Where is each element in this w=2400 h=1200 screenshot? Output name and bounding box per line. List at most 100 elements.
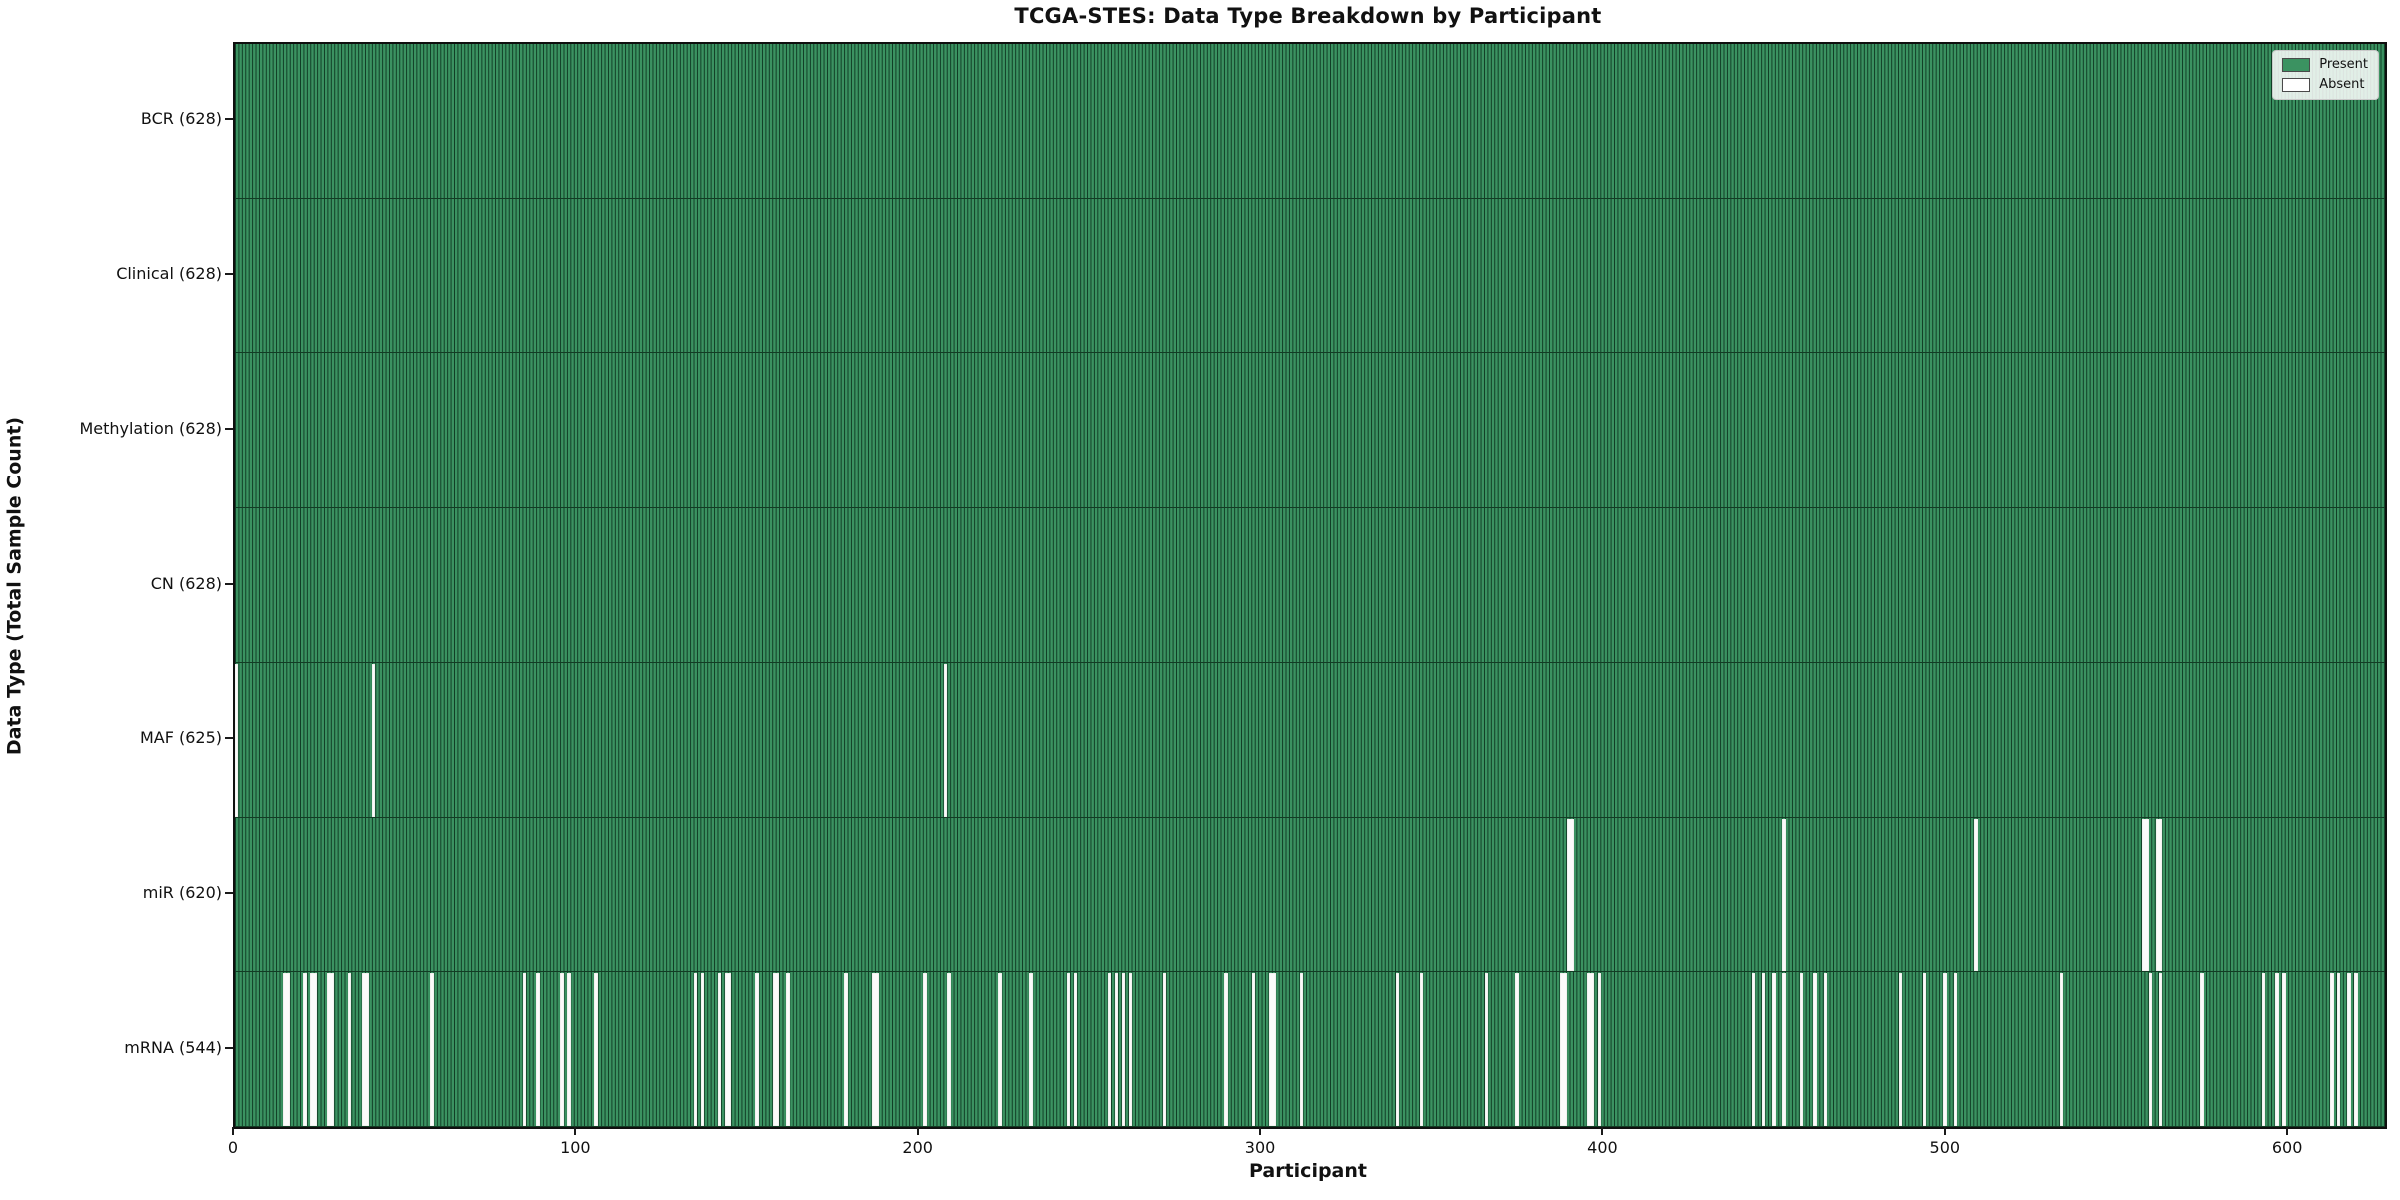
x-tick-mark — [232, 1127, 234, 1135]
absent-gap — [1121, 973, 1126, 1126]
absent-gap — [2354, 973, 2358, 1126]
legend-swatch-absent — [2282, 78, 2311, 92]
absent-gap — [724, 973, 732, 1126]
absent-gap — [1813, 973, 1817, 1126]
absent-gap — [310, 973, 318, 1126]
absent-gap — [1782, 818, 1786, 972]
x-tick-mark — [916, 1127, 919, 1135]
y-tick-label: CN (628) — [150, 573, 222, 593]
absent-gap — [536, 973, 540, 1126]
absent-gap — [1761, 973, 1766, 1126]
absent-gap — [1419, 973, 1423, 1126]
absent-gap — [2141, 818, 2149, 972]
absent-gap — [567, 973, 571, 1126]
y-tick-mark — [225, 737, 233, 740]
absent-gap — [430, 973, 434, 1126]
absent-gap — [1484, 973, 1489, 1126]
y-tick-mark — [225, 273, 233, 276]
plot-area: Present Absent — [233, 42, 2387, 1129]
absent-gap — [1515, 973, 1519, 1126]
y-tick-label: Clinical (628) — [116, 264, 222, 284]
legend-item: Absent — [2282, 78, 2368, 92]
x-tick-label: 400 — [1587, 1138, 1618, 1157]
absent-gap — [1772, 973, 1776, 1126]
absent-gap — [1559, 973, 1567, 1126]
legend-swatch-present — [2282, 58, 2311, 72]
x-tick-mark — [574, 1127, 577, 1135]
absent-gap — [2200, 973, 2204, 1126]
absent-gap — [2275, 973, 2279, 1126]
x-tick-label: 0 — [227, 1138, 239, 1157]
absent-gap — [1073, 973, 1078, 1126]
x-tick-mark — [1943, 1127, 1946, 1135]
y-tick-mark — [225, 1046, 233, 1049]
absent-gap — [786, 973, 790, 1126]
absent-gap — [1128, 973, 1132, 1126]
absent-gap — [1799, 973, 1803, 1126]
absent-gap — [1898, 973, 1903, 1126]
y-tick-label: MAF (625) — [139, 728, 222, 748]
chart-title: TCGA-STES: Data Type Breakdown by Partic… — [1014, 4, 1602, 28]
absent-gap — [1114, 973, 1119, 1126]
absent-gap — [1162, 973, 1167, 1126]
absent-gap — [2337, 973, 2341, 1126]
x-tick-mark — [2286, 1127, 2289, 1135]
absent-gap — [560, 973, 564, 1126]
absent-gap — [522, 973, 526, 1126]
absent-gap — [1066, 973, 1071, 1126]
legend-label: Absent — [2319, 77, 2365, 92]
absent-gap — [371, 663, 376, 817]
absent-gap — [2155, 818, 2163, 972]
absent-gap — [700, 973, 705, 1126]
presence-row-bcr — [235, 44, 2385, 199]
absent-gap — [1108, 973, 1112, 1126]
absent-gap — [282, 973, 290, 1126]
x-tick-mark — [1601, 1127, 1604, 1135]
absent-gap — [844, 973, 848, 1126]
presence-row-maf — [235, 662, 2385, 818]
absent-gap — [594, 973, 598, 1126]
absent-gap — [1782, 973, 1786, 1126]
y-tick-mark — [225, 891, 233, 894]
absent-gap — [2261, 973, 2266, 1126]
absent-gap — [1395, 973, 1399, 1126]
absent-gap — [1299, 973, 1304, 1126]
absent-gap — [361, 973, 369, 1126]
absent-gap — [235, 663, 239, 817]
absent-gap — [717, 973, 722, 1126]
presence-row-methylation — [235, 353, 2385, 509]
legend-item: Present — [2282, 58, 2368, 72]
absent-gap — [1251, 973, 1256, 1126]
presence-row-clinical — [235, 198, 2385, 354]
x-tick-label: 200 — [902, 1138, 933, 1157]
absent-gap — [1587, 973, 1595, 1126]
x-tick-label: 300 — [1244, 1138, 1276, 1157]
presence-row-mir — [235, 817, 2385, 973]
x-axis-label: Participant — [1248, 1160, 1367, 1182]
x-tick-label: 500 — [1929, 1138, 1961, 1157]
absent-gap — [1224, 973, 1228, 1126]
absent-gap — [923, 973, 927, 1126]
y-tick-mark — [225, 427, 233, 430]
absent-gap — [303, 973, 307, 1126]
absent-gap — [871, 973, 879, 1126]
absent-gap — [1953, 973, 1958, 1126]
absent-gap — [755, 973, 759, 1126]
x-tick-mark — [1259, 1127, 1262, 1135]
x-tick-label: 600 — [2271, 1138, 2303, 1157]
absent-gap — [1597, 973, 1601, 1126]
absent-gap — [1566, 818, 1574, 972]
absent-gap — [947, 973, 951, 1126]
presence-row-mrna — [235, 972, 2385, 1127]
y-tick-label: mRNA (544) — [124, 1037, 222, 1057]
absent-gap — [1751, 973, 1756, 1126]
absent-gap — [998, 973, 1002, 1126]
absent-gap — [2059, 973, 2064, 1126]
absent-gap — [943, 663, 948, 817]
absent-gap — [693, 973, 698, 1126]
absent-gap — [327, 973, 335, 1126]
absent-gap — [772, 973, 780, 1126]
absent-gap — [347, 973, 352, 1126]
legend: Present Absent — [2272, 50, 2379, 100]
